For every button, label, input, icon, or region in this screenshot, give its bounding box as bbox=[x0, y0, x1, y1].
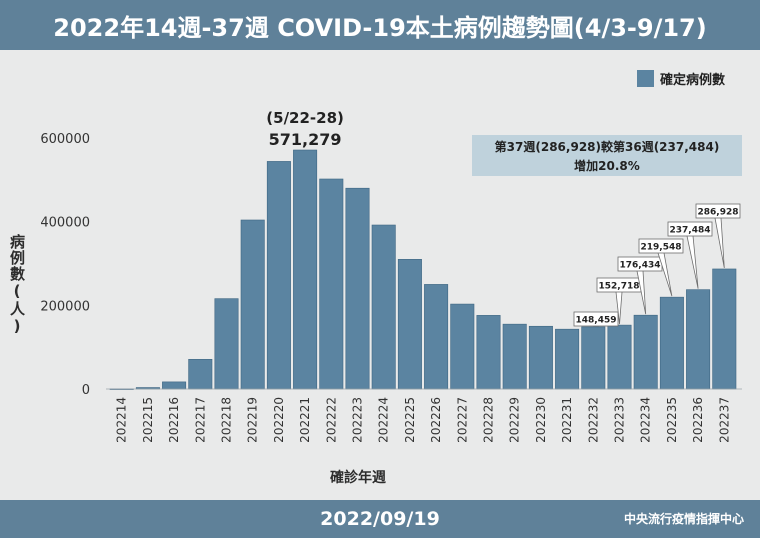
callout-box bbox=[667, 221, 713, 237]
bar bbox=[188, 358, 213, 390]
title-bar: 2022年14週-37週 COVID-19本土病例趨勢圖(4/3-9/17) bbox=[0, 0, 760, 50]
y-tick-label: 200000 bbox=[40, 299, 90, 314]
callout-value-label: 286,928 bbox=[698, 208, 739, 218]
x-tick-label: 202224 bbox=[377, 397, 391, 443]
bar bbox=[476, 315, 501, 390]
callout-box bbox=[695, 203, 741, 219]
x-tick-label: 202218 bbox=[220, 397, 234, 443]
bar bbox=[633, 314, 658, 390]
callout-pointer bbox=[636, 270, 647, 315]
bar bbox=[581, 326, 606, 390]
legend-label: 確定病例數 bbox=[660, 72, 725, 88]
bar bbox=[293, 149, 318, 390]
legend-swatch bbox=[637, 70, 654, 87]
callout-value-label: 237,484 bbox=[670, 226, 711, 236]
bar bbox=[214, 298, 239, 390]
bar bbox=[424, 284, 449, 390]
callout-value-label: 176,434 bbox=[620, 261, 661, 271]
callout-box bbox=[638, 238, 684, 254]
bar bbox=[371, 224, 396, 390]
x-tick-label: 202228 bbox=[482, 397, 496, 443]
bar bbox=[266, 161, 291, 390]
bar bbox=[712, 268, 737, 390]
source-label: 中央流行疫情指揮中心 bbox=[623, 512, 744, 526]
x-tick-label: 202223 bbox=[351, 397, 365, 443]
callout-pointer bbox=[714, 217, 725, 269]
bar bbox=[528, 325, 553, 390]
bar bbox=[162, 381, 187, 390]
callout-box bbox=[573, 311, 619, 327]
callout-pointer bbox=[686, 235, 699, 289]
bar bbox=[397, 259, 422, 390]
peak-week-label: (5/22-28) bbox=[266, 109, 344, 127]
bar bbox=[686, 289, 711, 390]
x-tick-label: 202232 bbox=[586, 397, 600, 443]
bar bbox=[240, 219, 265, 390]
info-box-line1: 第37週(286,928)較第36週(237,484) bbox=[495, 139, 720, 154]
bar bbox=[450, 303, 475, 390]
x-tick-label: 202236 bbox=[691, 397, 705, 443]
x-tick-label: 202237 bbox=[717, 397, 731, 443]
y-tick-label: 0 bbox=[82, 383, 90, 398]
callout-value-label: 148,459 bbox=[576, 316, 617, 326]
x-tick-label: 202226 bbox=[429, 397, 443, 443]
peak-value-label: 571,279 bbox=[269, 130, 342, 149]
bar bbox=[555, 328, 580, 390]
bar bbox=[345, 187, 370, 390]
x-tick-label: 202235 bbox=[665, 397, 679, 443]
info-box-line2: 增加20.8% bbox=[574, 158, 640, 173]
x-tick-label: 202225 bbox=[403, 397, 417, 443]
x-tick-label: 202220 bbox=[272, 397, 286, 443]
x-tick-label: 202231 bbox=[560, 397, 574, 443]
x-tick-label: 202214 bbox=[115, 397, 129, 443]
callout-value-label: 219,548 bbox=[641, 243, 682, 253]
x-tick-label: 202233 bbox=[613, 397, 627, 443]
bar bbox=[502, 323, 527, 390]
info-box bbox=[472, 135, 742, 176]
publish-date: 2022/09/19 bbox=[320, 508, 440, 530]
bar bbox=[659, 296, 684, 390]
x-tick-label: 202217 bbox=[193, 397, 207, 443]
x-tick-label: 202222 bbox=[324, 397, 338, 443]
x-tick-label: 202230 bbox=[534, 397, 548, 443]
callout-pointer bbox=[657, 252, 673, 297]
y-tick-label: 600000 bbox=[40, 132, 90, 147]
chart-title: 2022年14週-37週 COVID-19本土病例趨勢圖(4/3-9/17) bbox=[53, 13, 707, 42]
x-tick-label: 202216 bbox=[167, 397, 181, 443]
bar bbox=[607, 324, 632, 390]
y-axis-label: 病例數(人) bbox=[8, 234, 26, 336]
chart-area: 0 200000 400000 600000 202214 202215 202216 202… bbox=[40, 70, 742, 486]
callout-pointer bbox=[615, 291, 623, 325]
callout-value-label: 152,718 bbox=[599, 282, 640, 292]
x-tick-label: 202219 bbox=[246, 397, 260, 443]
x-tick-label: 202215 bbox=[141, 397, 155, 443]
x-tick-label: 202229 bbox=[508, 397, 522, 443]
footer-bar: 2022/09/19 中央流行疫情指揮中心 bbox=[0, 500, 760, 538]
y-tick-label: 400000 bbox=[40, 216, 90, 231]
x-axis-label: 確診年週 bbox=[330, 469, 386, 486]
bar bbox=[319, 178, 344, 390]
x-tick-label: 202234 bbox=[639, 397, 653, 443]
x-tick-label: 202221 bbox=[298, 397, 312, 443]
x-tick-label: 202227 bbox=[455, 397, 469, 443]
